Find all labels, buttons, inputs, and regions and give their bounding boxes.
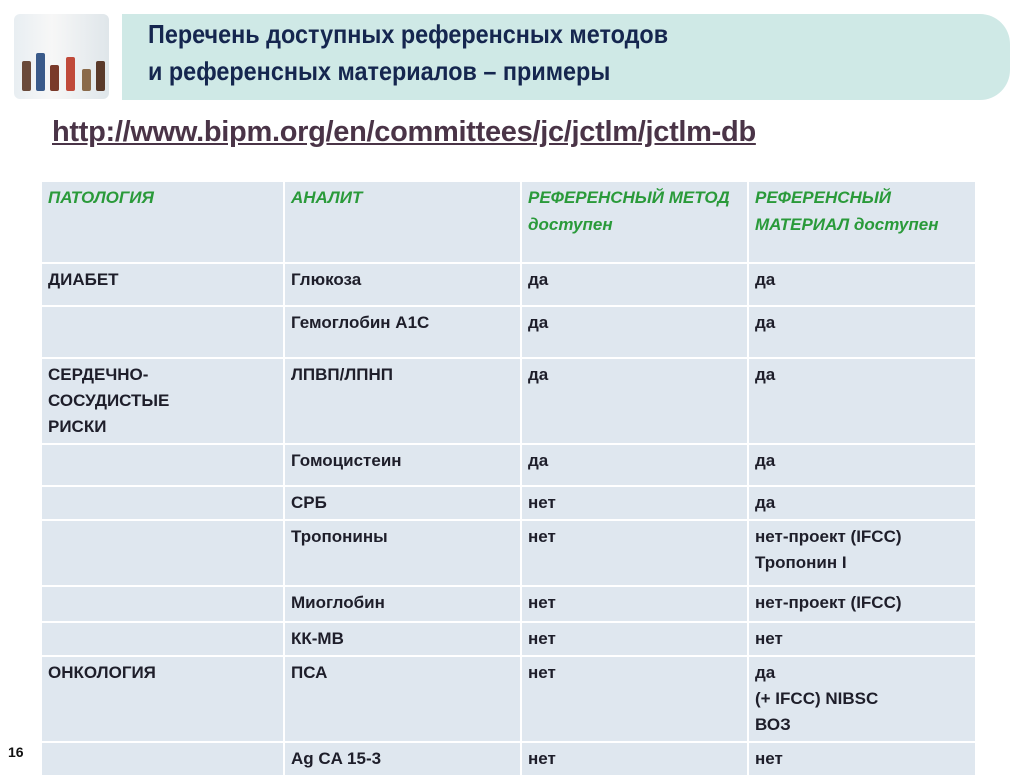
table-row: СРБ нет да xyxy=(40,485,977,521)
cell-ref-material: да xyxy=(747,305,977,359)
cell-analyte: КК-МВ xyxy=(283,621,522,657)
cell-ref-material: да (+ IFCC) NIBSC ВОЗ xyxy=(747,655,977,743)
cell-ref-material: нет-проект (IFCC) xyxy=(747,585,977,623)
cell-analyte: СРБ xyxy=(283,485,522,521)
cell-pathology: СЕРДЕЧНО- СОСУДИСТЫЕ РИСКИ xyxy=(40,357,285,445)
cell-analyte: Гомоцистеин xyxy=(283,443,522,487)
cell-ref-method: нет xyxy=(520,519,749,587)
cell-pathology xyxy=(40,443,285,487)
cell-pathology xyxy=(40,485,285,521)
reagent-bottles-image xyxy=(14,14,109,99)
table-row: Гемоглобин А1С да да xyxy=(40,305,977,359)
table-row: ОНКОЛОГИЯ ПСА нет да (+ IFCC) NIBSC ВОЗ xyxy=(40,655,977,743)
cell-ref-material: нет-проект (IFCC) Тропонин I xyxy=(747,519,977,587)
cell-ref-material: да xyxy=(747,485,977,521)
cell-ref-material: да xyxy=(747,443,977,487)
cell-ref-method: нет xyxy=(520,585,749,623)
cell-ref-method: нет xyxy=(520,741,749,777)
cell-pathology xyxy=(40,305,285,359)
cell-ref-method: да xyxy=(520,305,749,359)
cell-ref-method: да xyxy=(520,357,749,445)
cell-ref-material: нет xyxy=(747,621,977,657)
cell-ref-method: нет xyxy=(520,655,749,743)
cell-ref-material: да xyxy=(747,357,977,445)
cell-analyte: Глюкоза xyxy=(283,262,522,307)
table-row: Тропонины нет нет-проект (IFCC) Тропонин I xyxy=(40,519,977,587)
table-row: Миоглобин нет нет-проект (IFCC) xyxy=(40,585,977,623)
cell-analyte: Ag CA 15-3 xyxy=(283,741,522,777)
cell-pathology xyxy=(40,585,285,623)
cell-pathology xyxy=(40,621,285,657)
cell-ref-method: да xyxy=(520,443,749,487)
page-number: 16 xyxy=(8,744,24,760)
title-line-2: и референсных материалов – примеры xyxy=(148,56,611,86)
table-row: Гомоцистеин да да xyxy=(40,443,977,487)
jctlm-db-link[interactable]: http://www.bipm.org/en/committees/jc/jct… xyxy=(52,116,756,148)
cell-analyte: Тропонины xyxy=(283,519,522,587)
cell-analyte: Гемоглобин А1С xyxy=(283,305,522,359)
cell-ref-method: да xyxy=(520,262,749,307)
table-header-row: ПАТОЛОГИЯ АНАЛИТ РЕФЕРЕНСНЫЙ МЕТОД досту… xyxy=(40,180,977,264)
cell-pathology: ОНКОЛОГИЯ xyxy=(40,655,285,743)
header-ref-method: РЕФЕРЕНСНЫЙ МЕТОД доступен xyxy=(520,180,749,264)
table-row: Ag CA 15-3 нет нет xyxy=(40,741,977,777)
title-line-1: Перечень доступных референсных методов xyxy=(148,19,669,49)
reference-methods-table: ПАТОЛОГИЯ АНАЛИТ РЕФЕРЕНСНЫЙ МЕТОД досту… xyxy=(40,180,977,777)
cell-ref-material: да xyxy=(747,262,977,307)
cell-ref-material: нет xyxy=(747,741,977,777)
header-analyte: АНАЛИТ xyxy=(283,180,522,264)
slide-title: Перечень доступных референсных методов и… xyxy=(148,16,668,90)
cell-ref-method: нет xyxy=(520,621,749,657)
cell-analyte: Миоглобин xyxy=(283,585,522,623)
header-ref-material: РЕФЕРЕНСНЫЙ МАТЕРИАЛ доступен xyxy=(747,180,977,264)
cell-ref-method: нет xyxy=(520,485,749,521)
cell-analyte: ПСА xyxy=(283,655,522,743)
cell-pathology xyxy=(40,519,285,587)
title-banner xyxy=(122,14,1010,100)
header-pathology: ПАТОЛОГИЯ xyxy=(40,180,285,264)
cell-pathology: ДИАБЕТ xyxy=(40,262,285,307)
cell-analyte: ЛПВП/ЛПНП xyxy=(283,357,522,445)
table-row: СЕРДЕЧНО- СОСУДИСТЫЕ РИСКИ ЛПВП/ЛПНП да да xyxy=(40,357,977,445)
table-row: КК-МВ нет нет xyxy=(40,621,977,657)
table-row: ДИАБЕТ Глюкоза да да xyxy=(40,262,977,307)
cell-pathology xyxy=(40,741,285,777)
